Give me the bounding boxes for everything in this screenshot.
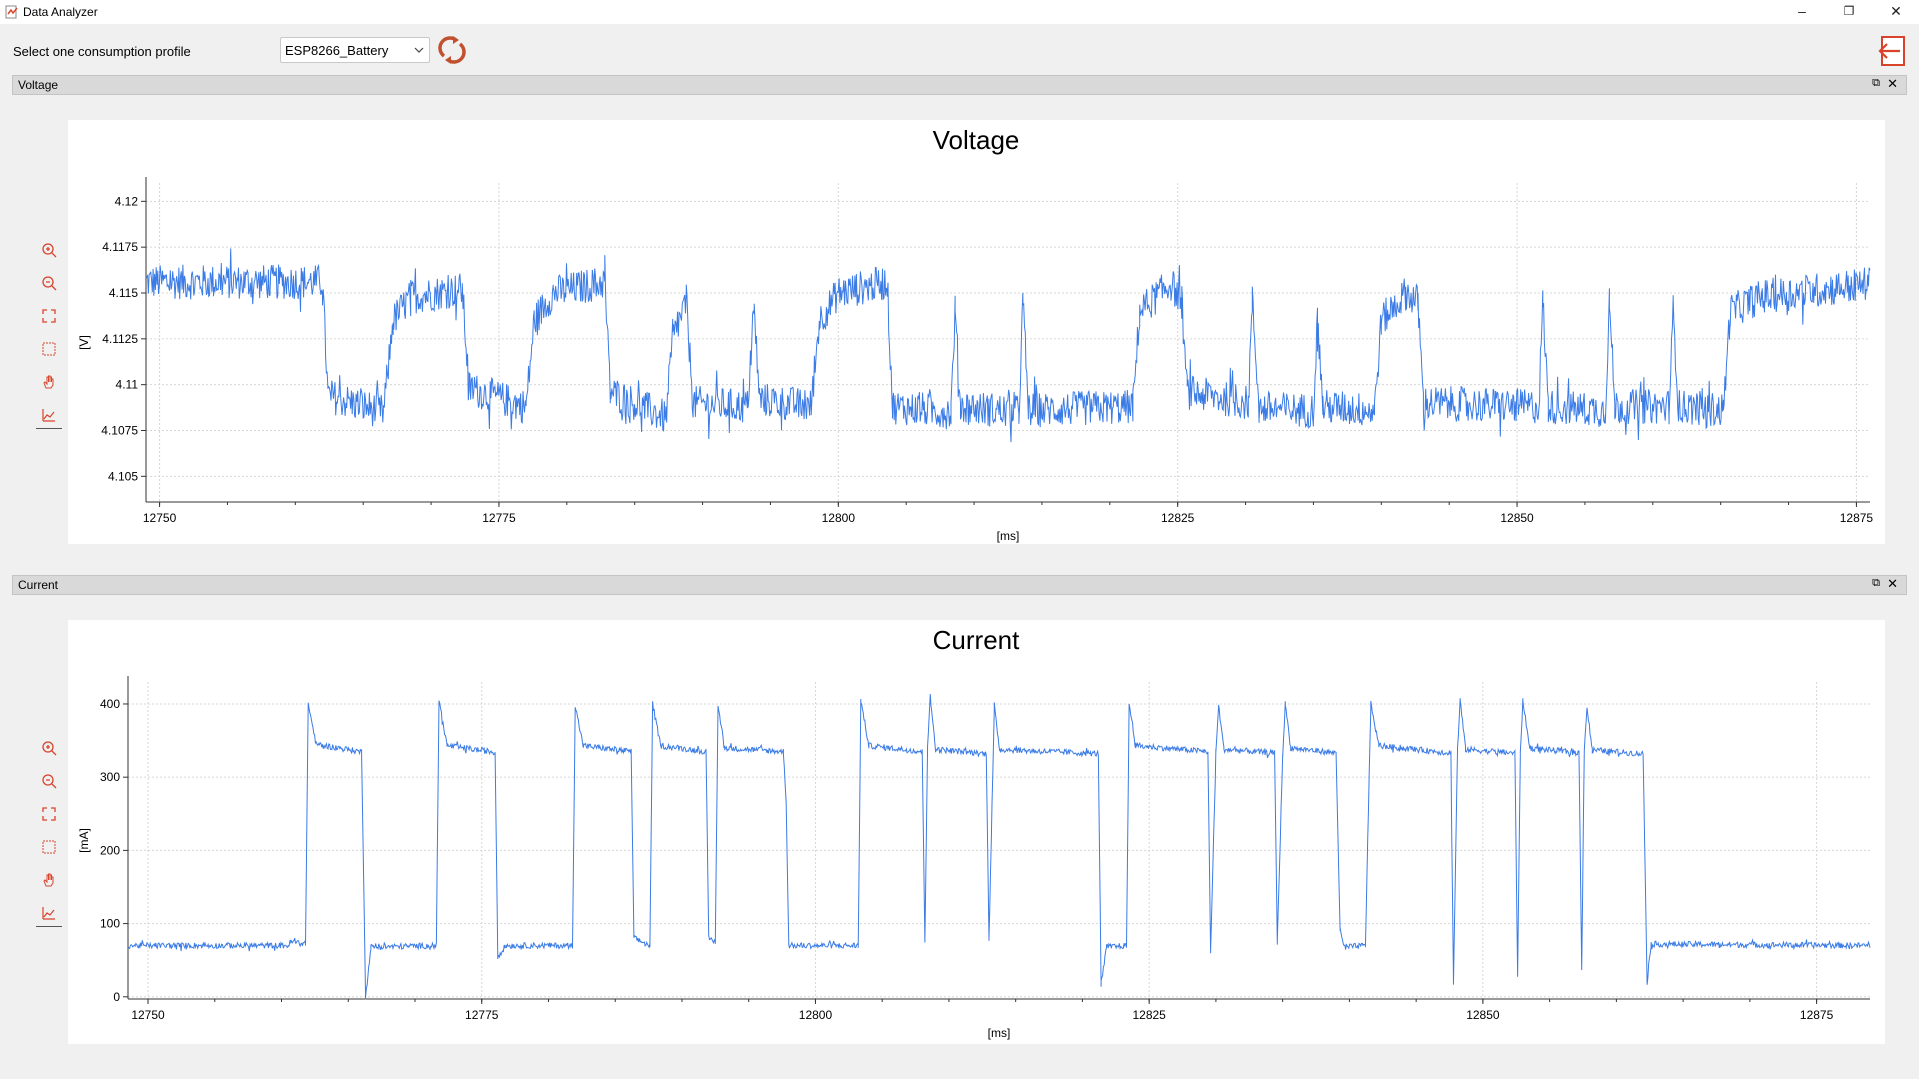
pan-hand-icon[interactable]	[36, 369, 62, 395]
chart-type-icon[interactable]	[36, 402, 62, 429]
y-tick-label: 4.1175	[102, 240, 138, 254]
profile-toolbar: Select one consumption profile ESP8266_B…	[0, 24, 1919, 74]
exit-icon[interactable]	[1876, 34, 1908, 68]
series-line	[127, 693, 1871, 1000]
y-tick-label: 4.1075	[101, 424, 138, 438]
chart-type-icon[interactable]	[36, 900, 62, 927]
refresh-icon[interactable]	[436, 34, 468, 66]
x-tick-label: 12775	[465, 1008, 499, 1022]
chart-title: Current	[933, 625, 1020, 655]
y-tick-label: 200	[100, 843, 120, 857]
x-axis-label: [ms]	[988, 1026, 1011, 1040]
x-tick-label: 12750	[143, 511, 177, 525]
window-titlebar: Data Analyzer – ❐ ✕	[0, 0, 1919, 24]
y-axis-label: [V]	[77, 335, 91, 350]
minimize-button[interactable]: –	[1798, 3, 1806, 19]
close-icon[interactable]: ✕	[1887, 576, 1898, 591]
voltage-chart[interactable]: Voltage 12750 12775 12800 12825 12850 12875 4.1…	[68, 120, 1885, 544]
pan-hand-icon[interactable]	[36, 867, 62, 893]
y-tick-label: 300	[100, 770, 120, 784]
current-dock-title: Current	[18, 578, 59, 592]
y-tick-label: 4.11	[116, 378, 139, 392]
x-tick-label: 12850	[1500, 511, 1534, 525]
close-icon[interactable]: ✕	[1887, 76, 1898, 91]
select-rect-icon[interactable]	[36, 834, 62, 860]
float-icon[interactable]: ⧉	[1872, 577, 1880, 589]
current-dock-titlebar[interactable]: Current ⧉ ✕	[12, 575, 1907, 595]
y-tick-label: 100	[100, 917, 120, 931]
profile-select-value: ESP8266_Battery	[285, 43, 389, 58]
zoom-in-icon[interactable]	[36, 237, 62, 263]
chevron-down-icon	[414, 47, 424, 53]
profile-select[interactable]: ESP8266_Battery	[280, 37, 430, 63]
chart-title: Voltage	[933, 125, 1020, 155]
zoom-out-icon[interactable]	[36, 768, 62, 794]
window-title: Data Analyzer	[23, 5, 98, 19]
x-tick-label: 12750	[131, 1008, 165, 1022]
close-button[interactable]: ✕	[1890, 3, 1902, 19]
y-tick-label: 4.1125	[102, 332, 138, 346]
x-tick-label: 12850	[1466, 1008, 1500, 1022]
y-tick-label: 4.105	[108, 469, 138, 483]
x-tick-label: 12800	[822, 511, 856, 525]
y-axis-label: [mA]	[77, 828, 91, 853]
app-icon	[5, 5, 18, 19]
y-tick-label: 4.12	[115, 194, 139, 208]
voltage-dock-titlebar[interactable]: Voltage ⧉ ✕	[12, 75, 1907, 95]
x-tick-label: 12875	[1800, 1008, 1834, 1022]
zoom-in-icon[interactable]	[36, 735, 62, 761]
voltage-dock-title: Voltage	[18, 78, 59, 92]
zoom-out-icon[interactable]	[36, 270, 62, 296]
fit-view-icon[interactable]	[36, 801, 62, 827]
series-line	[145, 248, 1871, 443]
select-rect-icon[interactable]	[36, 336, 62, 362]
y-tick-label: 400	[100, 697, 120, 711]
current-chart-panel: Current 12750 12775 12800 12825 12850 12875 0 10…	[68, 620, 1885, 1044]
x-tick-label: 12825	[1161, 511, 1195, 525]
y-tick-label: 4.115	[109, 286, 138, 300]
current-chart[interactable]: Current 12750 12775 12800 12825 12850 12875 0 10…	[68, 620, 1885, 1044]
y-tick-label: 0	[113, 990, 120, 1004]
x-tick-label: 12800	[799, 1008, 833, 1022]
profile-label: Select one consumption profile	[13, 44, 191, 59]
x-tick-label: 12825	[1132, 1008, 1166, 1022]
x-axis-label: [ms]	[997, 529, 1020, 543]
maximize-button[interactable]: ❐	[1843, 4, 1855, 18]
float-icon[interactable]: ⧉	[1872, 77, 1880, 89]
fit-view-icon[interactable]	[36, 303, 62, 329]
x-tick-label: 12775	[482, 511, 516, 525]
x-tick-label: 12875	[1840, 511, 1874, 525]
voltage-chart-panel: Voltage 12750 12775 12800 12825 12850 12875 4.1…	[68, 120, 1885, 544]
